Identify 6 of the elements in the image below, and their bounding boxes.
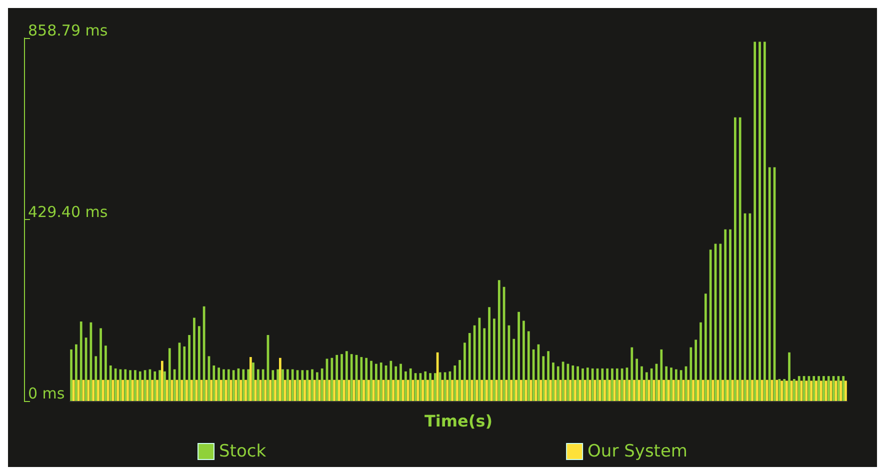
legend-label: Our System xyxy=(588,442,688,462)
y-tick-label: 0 ms xyxy=(28,384,65,402)
y-tick-label: 429.40 ms xyxy=(28,203,108,221)
y-tick-label: 858.79 ms xyxy=(28,22,108,40)
x-axis-title: Time(s) xyxy=(424,412,493,430)
legend-label: Stock xyxy=(219,442,266,462)
